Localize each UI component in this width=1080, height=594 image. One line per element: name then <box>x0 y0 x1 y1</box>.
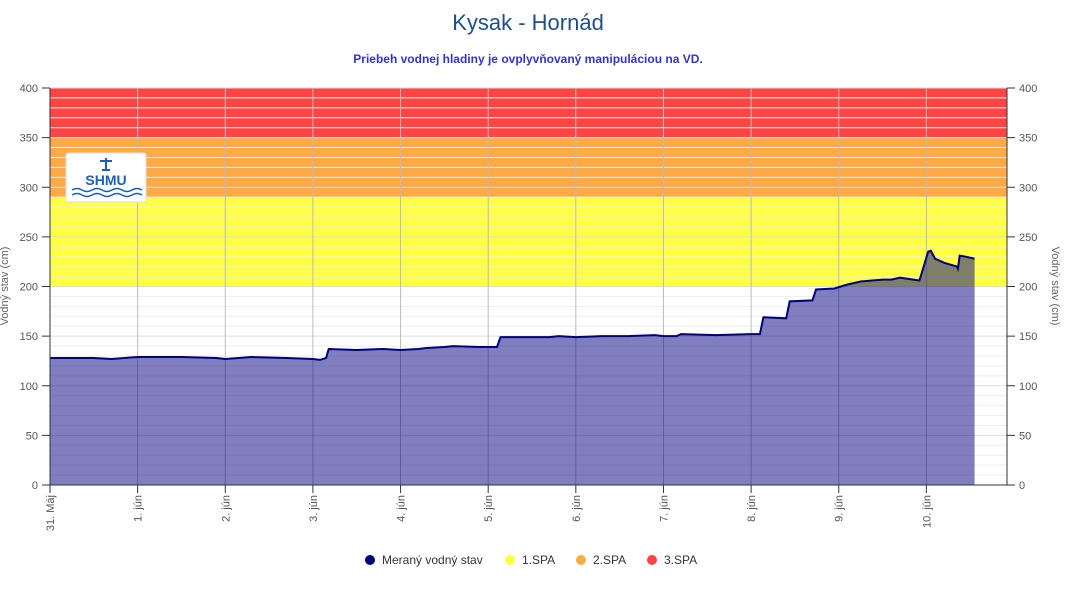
svg-text:SHMU: SHMU <box>85 172 126 188</box>
x-tick-label: 6. jún <box>571 495 583 522</box>
chart-subtitle: Priebeh vodnej hladiny je ovplyvňovaný m… <box>353 52 702 66</box>
legend-marker <box>647 555 657 565</box>
legend-item: 1.SPA <box>522 553 555 567</box>
x-tick-label: 31. Máj <box>45 495 57 531</box>
shmu-logo: SHMU <box>65 152 147 203</box>
y-tick-label-right: 300 <box>1019 182 1037 194</box>
chart-title: Kysak - Hornád <box>452 10 604 35</box>
y-tick-label-right: 150 <box>1019 331 1037 343</box>
y-tick-label: 400 <box>20 83 38 95</box>
legend-marker <box>505 555 515 565</box>
y-tick-label: 300 <box>20 182 38 194</box>
x-tick-label: 4. jún <box>396 495 408 522</box>
y-tick-label-right: 0 <box>1019 480 1025 492</box>
x-tick-label: 9. jún <box>834 495 846 522</box>
y-tick-label: 50 <box>26 430 38 442</box>
legend-item: Meraný vodný stav <box>382 553 483 567</box>
legend-item: 2.SPA <box>593 553 626 567</box>
band-3.SPA <box>50 88 1007 138</box>
series-line <box>50 249 975 361</box>
y-tick-label-right: 200 <box>1019 282 1037 294</box>
x-tick-label: 1. jún <box>133 495 145 522</box>
y-tick-label: 150 <box>20 331 38 343</box>
legend-marker <box>365 555 375 565</box>
y-tick-label: 100 <box>20 381 38 393</box>
legend-marker <box>576 555 586 565</box>
x-tick-label: 3. jún <box>308 495 320 522</box>
y-axis-label-left: Vodný stav (cm) <box>0 247 11 326</box>
y-axis-label-right: Vodný stav (cm) <box>1049 247 1061 326</box>
x-tick-label: 7. jún <box>658 495 670 522</box>
y-tick-label: 200 <box>20 282 38 294</box>
band-1.SPA <box>50 197 1007 287</box>
y-tick-label: 350 <box>20 133 38 145</box>
x-tick-label: 10. jún <box>921 495 933 528</box>
y-tick-label-right: 350 <box>1019 133 1037 145</box>
series-area <box>50 250 975 485</box>
legend-item: 3.SPA <box>664 553 697 567</box>
y-tick-label: 0 <box>32 480 38 492</box>
x-tick-label: 5. jún <box>483 495 495 522</box>
y-tick-label: 250 <box>20 232 38 244</box>
x-tick-label: 2. jún <box>220 495 232 522</box>
y-tick-label-right: 100 <box>1019 381 1037 393</box>
y-tick-label-right: 50 <box>1019 430 1031 442</box>
x-tick-label: 8. jún <box>746 495 758 522</box>
y-tick-label-right: 250 <box>1019 232 1037 244</box>
y-tick-label-right: 400 <box>1019 83 1037 95</box>
